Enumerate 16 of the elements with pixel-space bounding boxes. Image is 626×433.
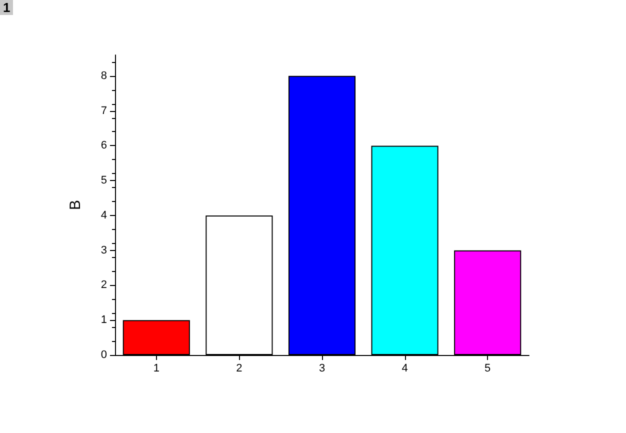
y-tick-label: 5: [100, 174, 107, 187]
y-tick-label: 6: [100, 140, 107, 152]
y-tick-label: 0: [100, 349, 107, 361]
text: 1: [0, 0, 14, 15]
y-tick-label: 8: [100, 70, 107, 82]
y-tick-label: 3: [100, 244, 107, 256]
x-tick-label: 2: [236, 362, 242, 374]
x-tick-label: 4: [402, 362, 408, 374]
y-tick-label: 2: [100, 279, 107, 292]
x-tick-label: 5: [484, 362, 491, 374]
y-tick-label: 1: [100, 314, 107, 326]
y-tick-label: 7: [100, 104, 107, 117]
y-axis-title: B: [67, 200, 84, 210]
x-tick-label: 3: [318, 362, 326, 374]
y-tick-label: 4: [100, 209, 107, 222]
x-tick-label: 1: [153, 362, 160, 374]
